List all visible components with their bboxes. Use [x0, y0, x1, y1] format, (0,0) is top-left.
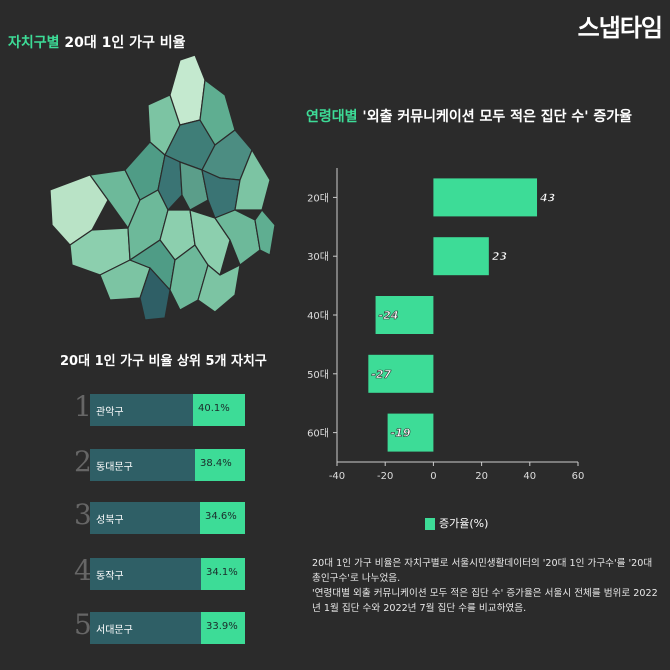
growth-rate-bar-chart: -40 -20 0 20 40 60 20대 43 30대 23 40대 -24 50대 -27 60대 -1…: [307, 168, 585, 482]
district-value: 34.1%: [206, 567, 238, 578]
rank-number: 1: [74, 390, 92, 423]
district-name: 관악구: [96, 407, 124, 418]
rank-bar-fill: [193, 394, 245, 426]
district-value: 33.9%: [206, 621, 238, 632]
legend-label: 증가율(%): [439, 517, 489, 530]
map-title-rest: 20대 1인 가구 비율: [59, 35, 186, 51]
y-tick-label: 30대: [307, 251, 329, 263]
chart-bar: [375, 296, 434, 334]
chart-bar: [368, 354, 434, 393]
footnotes: 20대 1인 가구 비율은 자치구별로 서울시민생활데이터의 '20대 1인 가…: [312, 556, 662, 616]
map-title-highlight: 자치구별: [8, 35, 60, 51]
chart-bar: [387, 413, 434, 452]
top5-item: 4 동작구 34.1%: [74, 554, 264, 590]
rank-number: 3: [74, 498, 92, 531]
map-district: [197, 263, 241, 313]
rank-bar: 관악구 40.1%: [90, 394, 245, 426]
map-district: [254, 209, 276, 256]
y-tick-label: 20대: [307, 192, 329, 204]
district-value: 40.1%: [198, 403, 230, 414]
rank-bar-fill: [200, 502, 245, 534]
data-label: -19: [391, 427, 411, 440]
x-tick-label: -40: [329, 471, 345, 482]
rank-number: 5: [74, 608, 92, 641]
top5-item: 5 서대문구 33.9%: [74, 608, 264, 644]
rank-bar: 동작구 34.1%: [90, 558, 245, 590]
district-name: 동대문구: [96, 462, 133, 473]
x-tick-label: 0: [430, 471, 436, 482]
rank-bar-fill: [201, 558, 245, 590]
rank-bar: 서대문구 33.9%: [90, 612, 245, 644]
chart-title: 연령대별 '외출 커뮤니케이션 모두 적은 집단 수' 증가율: [306, 106, 632, 126]
map-district: [139, 266, 171, 321]
data-label: -24: [379, 309, 399, 322]
rank-bar: 성북구 34.6%: [90, 502, 245, 534]
chart-legend: 증가율(%): [425, 515, 488, 531]
x-tick-label: -20: [377, 471, 393, 482]
footnote: '연령대별 외출 커뮤니케이션 모두 적은 집단 수' 증가율은 서울시 전체를…: [312, 588, 658, 614]
top5-title: 20대 1인 가구 비율 상위 5개 자치구: [60, 354, 267, 369]
top5-item: 3 성북구 34.6%: [74, 498, 264, 534]
top5-item: 1 관악구 40.1%: [74, 390, 264, 426]
map-title: 자치구별 20대 1인 가구 비율: [8, 32, 186, 52]
district-value: 34.6%: [205, 511, 237, 522]
rank-bar: 동대문구 38.4%: [90, 449, 245, 481]
district-value: 38.4%: [200, 458, 232, 469]
district-name: 서대문구: [96, 625, 133, 636]
x-tick-label: 20: [475, 471, 488, 482]
y-tick-label: 40대: [307, 310, 329, 322]
legend-swatch: [425, 518, 435, 530]
rank-number: 4: [74, 554, 92, 587]
data-label: -27: [371, 368, 391, 381]
map-district: [234, 148, 271, 211]
chart-bar: [433, 237, 489, 276]
rank-number: 2: [74, 445, 92, 478]
chart-title-highlight: 연령대별: [306, 109, 358, 125]
rank-bar-fill: [195, 449, 245, 481]
chart-bar: [433, 178, 538, 217]
district-name: 동작구: [96, 571, 124, 582]
x-tick-label: 60: [572, 471, 585, 482]
chart-title-rest: '외출 커뮤니케이션 모두 적은 집단 수' 증가율: [357, 109, 633, 125]
top5-item: 2 동대문구 38.4%: [74, 445, 264, 481]
rank-bar-fill: [201, 612, 245, 644]
y-tick-label: 50대: [307, 369, 329, 381]
logo: 스냅타임: [577, 14, 663, 42]
x-tick-label: 40: [523, 471, 536, 482]
data-label: 43: [539, 191, 556, 204]
y-tick-label: 60대: [307, 428, 329, 440]
district-name: 성북구: [96, 515, 124, 526]
data-label: 23: [492, 250, 508, 263]
seoul-district-map: [49, 54, 276, 321]
footnote: 20대 1인 가구 비율은 자치구별로 서울시민생활데이터의 '20대 1인 가…: [312, 558, 653, 584]
map-district: [199, 78, 236, 146]
